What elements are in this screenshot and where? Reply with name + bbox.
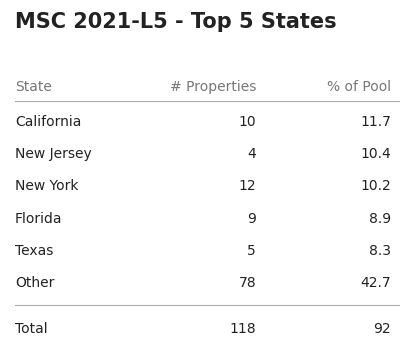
Text: % of Pool: % of Pool: [327, 80, 391, 94]
Text: 4: 4: [247, 147, 256, 161]
Text: 8.9: 8.9: [369, 212, 391, 225]
Text: 78: 78: [239, 276, 256, 290]
Text: Total: Total: [15, 322, 47, 336]
Text: California: California: [15, 115, 81, 129]
Text: Florida: Florida: [15, 212, 63, 225]
Text: 92: 92: [373, 322, 391, 336]
Text: MSC 2021-L5 - Top 5 States: MSC 2021-L5 - Top 5 States: [15, 12, 337, 32]
Text: New York: New York: [15, 179, 79, 193]
Text: 8.3: 8.3: [369, 244, 391, 258]
Text: # Properties: # Properties: [170, 80, 256, 94]
Text: Other: Other: [15, 276, 55, 290]
Text: 10.4: 10.4: [360, 147, 391, 161]
Text: 10: 10: [239, 115, 256, 129]
Text: 118: 118: [229, 322, 256, 336]
Text: New Jersey: New Jersey: [15, 147, 92, 161]
Text: 10.2: 10.2: [360, 179, 391, 193]
Text: State: State: [15, 80, 52, 94]
Text: 5: 5: [247, 244, 256, 258]
Text: 11.7: 11.7: [360, 115, 391, 129]
Text: Texas: Texas: [15, 244, 53, 258]
Text: 42.7: 42.7: [360, 276, 391, 290]
Text: 9: 9: [247, 212, 256, 225]
Text: 12: 12: [239, 179, 256, 193]
